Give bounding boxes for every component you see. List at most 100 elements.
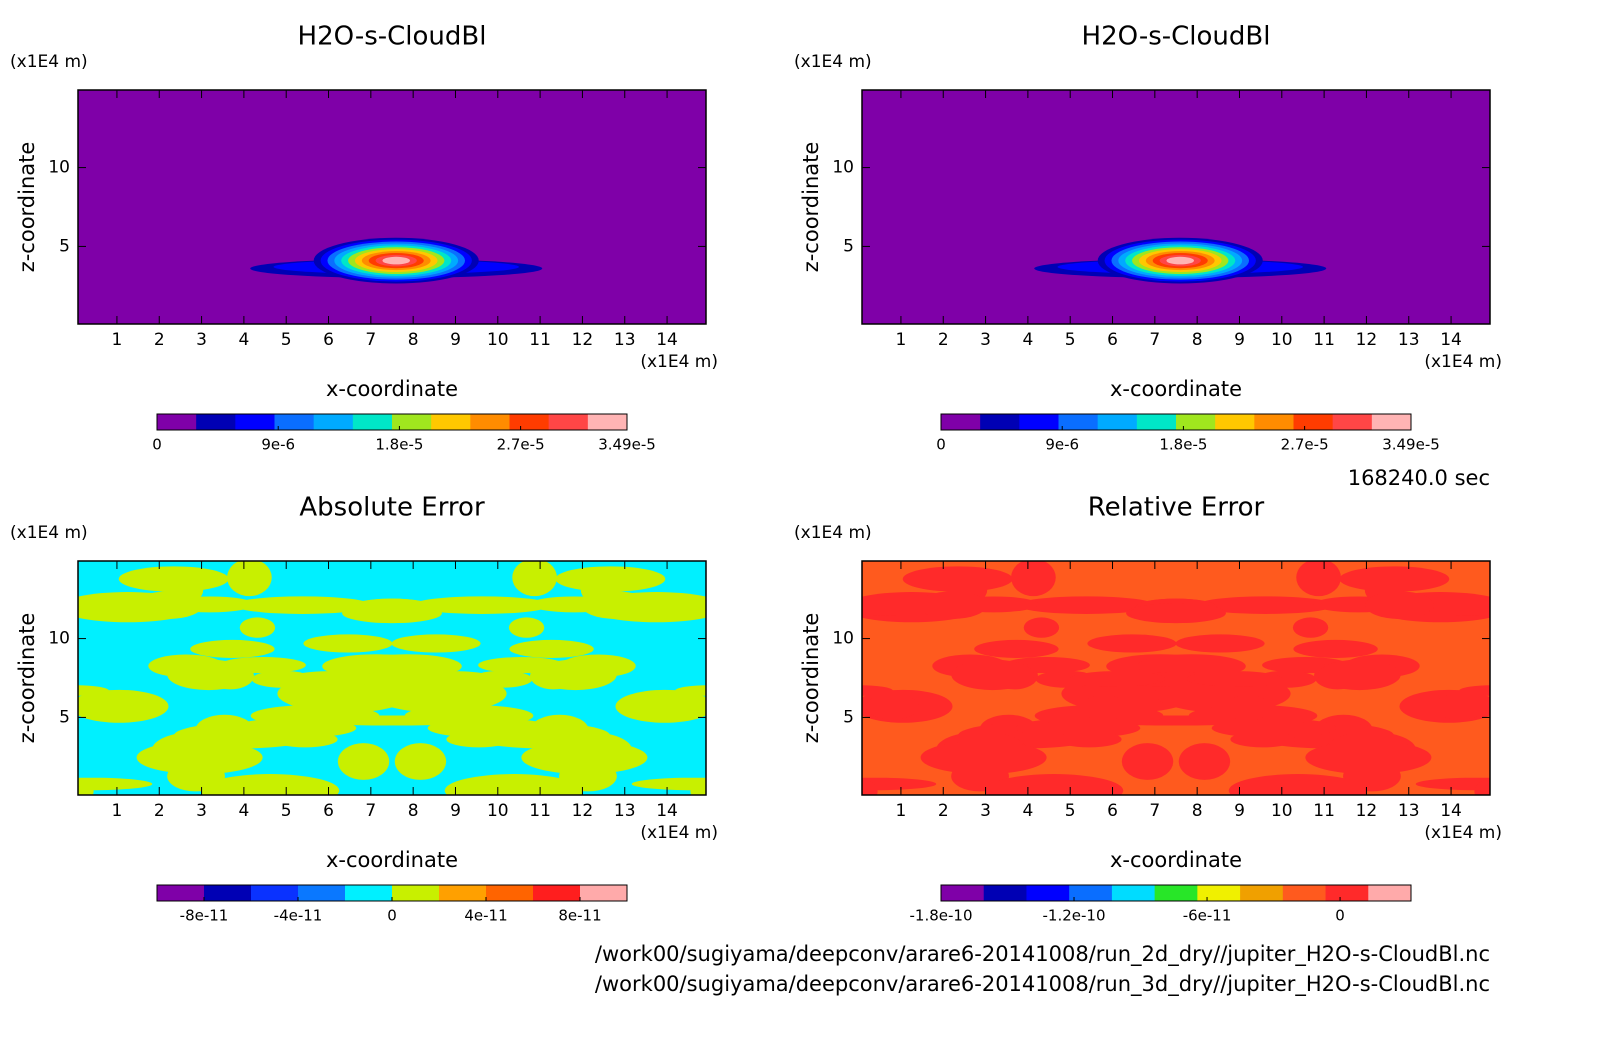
x-tick-label: 13 [1398,801,1420,821]
field-region [118,566,229,592]
colorbar-box [983,885,1027,901]
x-tick-label: 11 [1313,330,1335,350]
x-tick-label: 13 [614,801,636,821]
plot-field [862,561,1490,795]
colorbar-box [251,885,299,901]
y-tick-label: 10 [48,629,70,649]
x-tick-label: 13 [1398,330,1420,350]
field-region [412,596,551,614]
y-unit: (x1E4 m) [794,523,872,543]
y-axis-label: z-coordinate [799,142,823,273]
field-region [78,777,153,791]
field-region [862,605,923,616]
field-region [555,566,666,592]
field-region [272,731,338,748]
field-region [272,676,375,687]
field-region [1225,695,1271,721]
colorbar-tick-label: 3.49e-5 [598,436,656,454]
x-tick-label: 2 [938,330,949,350]
field-region [1339,566,1450,592]
colorbar-box [1240,885,1284,901]
y-tick-label: 5 [59,236,70,256]
field-region [1305,740,1432,775]
x-tick-label: 13 [614,330,636,350]
colorbar-box [533,885,581,901]
x-axis-label: x-coordinate [326,377,458,401]
colorbar-box [941,414,981,430]
field-region [1166,256,1194,265]
field-region [1081,695,1127,721]
field-region [1121,743,1174,780]
colorbar-box [392,885,440,901]
colorbar-tick-label: -6e-11 [1183,907,1232,925]
field-region [1056,676,1159,687]
colorbar-box [486,885,534,901]
chart-title: Relative Error [1088,493,1265,523]
field-region [1023,617,1060,638]
y-unit: (x1E4 m) [10,523,88,543]
x-tick-label: 11 [1313,801,1335,821]
colorbar-frame [940,884,1412,902]
x-tick-label: 3 [980,330,991,350]
plot-frame [77,560,707,796]
x-tick-label: 8 [408,801,419,821]
field-background [862,90,1490,324]
field-region [446,731,512,748]
colorbar-box [1371,414,1412,430]
field-region [1011,561,1056,597]
field-region [920,740,1047,775]
x-tick-label: 3 [196,801,207,821]
field-region [1087,634,1177,653]
chart-title: H2O-s-CloudBl [298,22,487,52]
colorbar-box [196,414,236,430]
field-region [200,774,340,795]
colorbar-box [1215,414,1255,430]
colorbar-frame [940,413,1412,431]
y-axis-label: z-coordinate [15,613,39,744]
field-region [1293,639,1378,658]
x-tick-label: 12 [572,330,594,350]
colorbar-box [431,414,471,430]
field-region [645,605,706,616]
field-region [345,603,442,624]
y-tick-label: 10 [832,629,854,649]
colorbar-box [1293,414,1334,430]
colorbar-tick-label: -8e-11 [180,907,229,925]
field-region [337,743,390,780]
field-region [1228,774,1368,795]
x-tick-label: 6 [323,801,334,821]
colorbar-tick-label: 2.7e-5 [1281,436,1329,454]
field-region [1292,617,1329,638]
x-tick-label: 5 [281,330,292,350]
field-region [239,617,276,638]
colorbar-box [587,414,628,430]
field-region [190,639,275,658]
y-tick-label: 5 [843,707,854,727]
colorbar-box [1197,885,1241,901]
field-region [974,639,1059,658]
file-path: /work00/sugiyama/deepconv/arare6-2014100… [595,972,1490,997]
file-path: /work00/sugiyama/deepconv/arare6-2014100… [595,942,1490,967]
colorbar-box [1325,885,1369,901]
field-region [134,591,203,619]
y-axis-label: z-coordinate [799,613,823,744]
field-region [902,566,1013,592]
x-tick-label: 10 [487,330,509,350]
x-tick-label: 1 [896,801,907,821]
x-tick-label: 2 [154,330,165,350]
x-axis-label: x-coordinate [1110,848,1242,872]
colorbar-tick-label: 4e-11 [464,907,507,925]
x-tick-label: 10 [1271,801,1293,821]
field-region [303,634,393,653]
colorbar-tick-label: 3.49e-5 [1382,436,1440,454]
x-tick-label: 10 [487,801,509,821]
field-region [690,778,706,795]
colorbar-box [548,414,589,430]
x-tick-label: 11 [529,801,551,821]
x-tick-label: 12 [572,801,594,821]
field-region [136,740,263,775]
plot-field [78,90,706,324]
field-background [78,90,706,324]
x-tick-label: 4 [1022,801,1033,821]
x-tick-label: 1 [896,330,907,350]
